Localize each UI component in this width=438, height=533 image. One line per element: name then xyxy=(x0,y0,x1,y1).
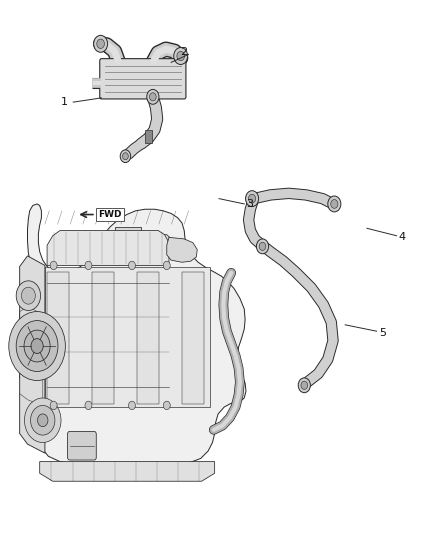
Circle shape xyxy=(149,93,156,101)
Polygon shape xyxy=(115,227,141,236)
Text: 1: 1 xyxy=(61,97,68,107)
Circle shape xyxy=(123,153,128,160)
Circle shape xyxy=(301,381,307,389)
Circle shape xyxy=(163,401,170,410)
Circle shape xyxy=(50,401,57,410)
Polygon shape xyxy=(137,272,159,405)
Circle shape xyxy=(31,406,55,435)
Circle shape xyxy=(94,35,108,52)
Bar xyxy=(145,130,152,143)
Polygon shape xyxy=(182,272,204,405)
Circle shape xyxy=(174,47,187,64)
Circle shape xyxy=(248,194,256,203)
Circle shape xyxy=(38,414,48,426)
Circle shape xyxy=(25,398,61,442)
Circle shape xyxy=(259,243,266,251)
Text: 3: 3 xyxy=(246,199,253,209)
Circle shape xyxy=(177,51,184,61)
Circle shape xyxy=(50,261,57,270)
Circle shape xyxy=(256,239,268,254)
Text: 2: 2 xyxy=(180,47,188,56)
Circle shape xyxy=(16,281,41,311)
Circle shape xyxy=(31,338,43,353)
Circle shape xyxy=(9,312,65,381)
Circle shape xyxy=(24,330,50,362)
Circle shape xyxy=(298,378,311,393)
Circle shape xyxy=(128,401,135,410)
Circle shape xyxy=(147,90,159,104)
Polygon shape xyxy=(47,230,169,265)
Polygon shape xyxy=(20,256,45,453)
Circle shape xyxy=(97,39,104,49)
Text: 4: 4 xyxy=(398,232,405,243)
Polygon shape xyxy=(167,237,197,262)
Text: 5: 5 xyxy=(379,328,386,338)
Circle shape xyxy=(21,287,35,304)
Circle shape xyxy=(246,191,258,207)
Polygon shape xyxy=(47,272,69,405)
Circle shape xyxy=(120,150,131,163)
Circle shape xyxy=(85,401,92,410)
Text: FWD: FWD xyxy=(99,210,122,219)
Circle shape xyxy=(328,196,341,212)
Circle shape xyxy=(331,199,338,208)
FancyBboxPatch shape xyxy=(67,431,96,460)
Polygon shape xyxy=(92,272,114,405)
Circle shape xyxy=(85,261,92,270)
FancyBboxPatch shape xyxy=(100,59,186,99)
Polygon shape xyxy=(71,235,176,253)
Circle shape xyxy=(16,320,58,372)
Circle shape xyxy=(163,261,170,270)
Polygon shape xyxy=(28,204,246,468)
Polygon shape xyxy=(40,462,215,481)
Circle shape xyxy=(128,261,135,270)
Polygon shape xyxy=(45,266,210,407)
